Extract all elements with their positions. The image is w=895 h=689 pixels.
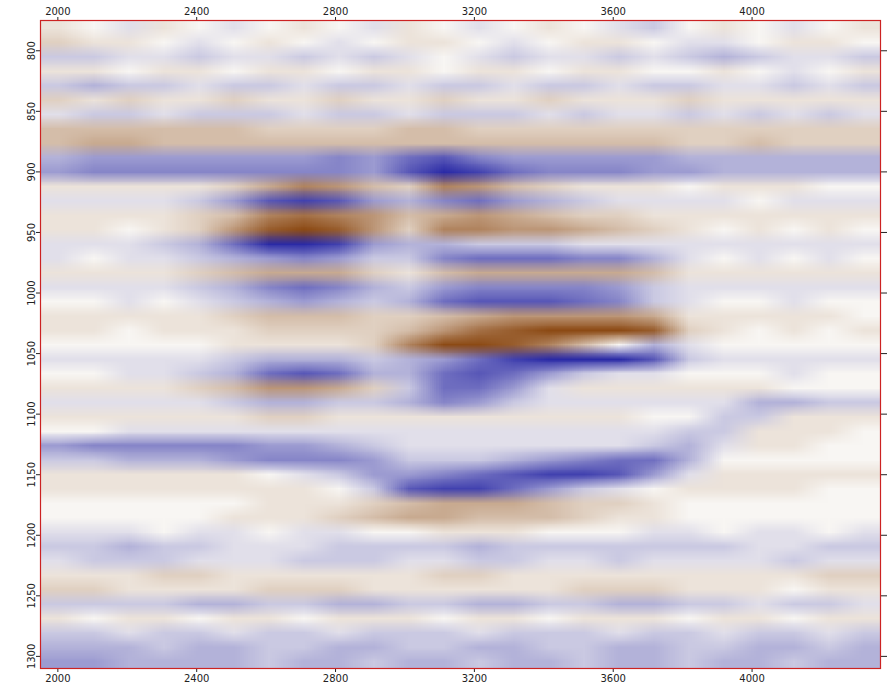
svg-text:950: 950	[26, 223, 37, 242]
svg-text:3200: 3200	[462, 6, 487, 17]
svg-text:2800: 2800	[323, 6, 348, 17]
svg-text:4000: 4000	[739, 6, 764, 17]
svg-text:2000: 2000	[45, 673, 70, 684]
svg-text:850: 850	[26, 102, 37, 121]
svg-text:1100: 1100	[26, 401, 37, 426]
svg-text:2000: 2000	[45, 6, 70, 17]
svg-text:1300: 1300	[26, 644, 37, 669]
svg-text:1200: 1200	[26, 523, 37, 548]
svg-text:4000: 4000	[739, 673, 764, 684]
svg-text:900: 900	[26, 162, 37, 181]
svg-text:2400: 2400	[184, 6, 209, 17]
svg-text:3600: 3600	[601, 673, 626, 684]
svg-text:3200: 3200	[462, 673, 487, 684]
svg-text:2800: 2800	[323, 673, 348, 684]
svg-text:3600: 3600	[601, 6, 626, 17]
svg-text:1150: 1150	[26, 462, 37, 487]
svg-text:1250: 1250	[26, 583, 37, 608]
svg-text:1000: 1000	[26, 280, 37, 305]
svg-text:800: 800	[26, 41, 37, 60]
svg-text:1050: 1050	[26, 341, 37, 366]
svg-text:2400: 2400	[184, 673, 209, 684]
